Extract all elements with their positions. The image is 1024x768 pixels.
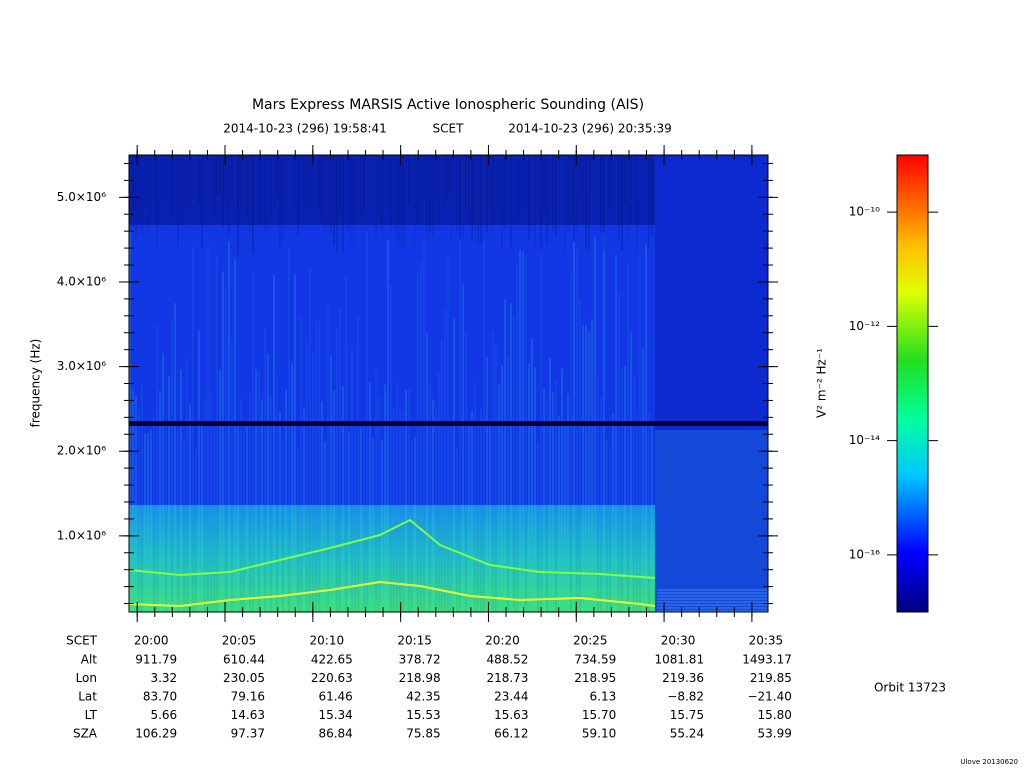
y-tick-label: 5.0×10⁶ — [57, 190, 106, 204]
ephemeris-value: 14.63 — [231, 708, 265, 722]
ephemeris-value: 83.70 — [143, 690, 177, 704]
x-tick-label: 20:05 — [222, 634, 257, 648]
ephemeris-value: 53.99 — [758, 727, 792, 741]
ephemeris-value: 106.29 — [135, 727, 177, 741]
ephemeris-value: 79.16 — [231, 690, 265, 704]
ephemeris-value: 75.85 — [406, 727, 440, 741]
subtitle: 2014-10-23 (296) 20:35:39 — [508, 122, 672, 136]
ephemeris-row-label: SZA — [73, 727, 98, 741]
ephemeris-row-label: Lat — [78, 690, 97, 704]
y-tick-label: 4.0×10⁶ — [57, 274, 106, 288]
ephemeris-row-label: Lon — [76, 671, 97, 685]
ephemeris-value: 1493.17 — [742, 653, 792, 667]
ephemeris-value: 15.53 — [406, 708, 440, 722]
spectrogram-trace — [128, 518, 656, 579]
ephemeris-value: 15.75 — [670, 708, 704, 722]
ephemeris-value: 97.37 — [231, 727, 265, 741]
ephemeris-value: 15.80 — [758, 708, 792, 722]
ephemeris-value: 86.84 — [318, 727, 352, 741]
ephemeris-value: −21.40 — [747, 690, 791, 704]
ephemeris-value: 911.79 — [135, 653, 177, 667]
colorbar-tick-label: 10⁻¹⁴ — [849, 433, 880, 447]
ephemeris-value: 734.59 — [574, 653, 616, 667]
ephemeris-value: 61.46 — [318, 690, 352, 704]
orbit-label: Orbit 13723 — [874, 681, 946, 695]
chart-title: Mars Express MARSIS Active Ionospheric S… — [252, 97, 644, 113]
ephemeris-row-label: SCET — [66, 634, 98, 648]
x-tick-label: 20:15 — [397, 634, 432, 648]
ephemeris-value: 15.63 — [494, 708, 528, 722]
ephemeris-value: 610.44 — [223, 653, 265, 667]
subtitle: 2014-10-23 (296) 19:58:41 — [223, 122, 387, 136]
y-axis-label: frequency (Hz) — [29, 339, 43, 428]
ephemeris-value: 15.70 — [582, 708, 616, 722]
ephemeris-value: 488.52 — [486, 653, 528, 667]
y-tick-label: 2.0×10⁶ — [57, 444, 106, 458]
ephemeris-value: −8.82 — [667, 690, 704, 704]
y-tick-label: 3.0×10⁶ — [57, 359, 106, 373]
ephemeris-value: 219.85 — [750, 671, 792, 685]
version-label: Ulove 20130620 — [960, 758, 1018, 766]
colorbar-tick-label: 10⁻¹² — [849, 319, 880, 333]
ephemeris-row-label: Alt — [81, 653, 98, 667]
ephemeris-value: 66.12 — [494, 727, 528, 741]
ephemeris-value: 23.44 — [494, 690, 528, 704]
spectrogram-background — [129, 505, 655, 612]
y-tick-label: 1.0×10⁶ — [57, 528, 106, 542]
ephemeris-value: 1081.81 — [654, 653, 704, 667]
ephemeris-value: 55.24 — [670, 727, 704, 741]
colorbar — [896, 154, 929, 613]
ephemeris-value: 6.13 — [590, 690, 617, 704]
ephemeris-value: 3.32 — [150, 671, 177, 685]
spectrogram — [128, 154, 769, 613]
ephemeris-value: 15.34 — [318, 708, 352, 722]
x-tick-label: 20:10 — [310, 634, 345, 648]
x-tick-label: 20:30 — [661, 634, 696, 648]
x-tick-label: 20:25 — [573, 634, 608, 648]
ephemeris-value: 218.73 — [486, 671, 528, 685]
ephemeris-value: 42.35 — [406, 690, 440, 704]
ephemeris-value: 218.98 — [399, 671, 441, 685]
colorbar-tick-label: 10⁻¹⁶ — [849, 547, 880, 561]
spectrogram-trace — [128, 580, 656, 608]
colorbar-tick-label: 10⁻¹⁰ — [849, 205, 880, 219]
spectrogram-background — [655, 155, 768, 430]
spectrogram-background — [655, 430, 768, 612]
ephemeris-value: 378.72 — [399, 653, 441, 667]
x-tick-label: 20:35 — [749, 634, 784, 648]
x-tick-label: 20:20 — [485, 634, 520, 648]
ephemeris-value: 59.10 — [582, 727, 616, 741]
ephemeris-value: 218.95 — [574, 671, 616, 685]
colorbar-label: V² m⁻² Hz⁻¹ — [815, 348, 829, 418]
ephemeris-value: 230.05 — [223, 671, 265, 685]
x-tick-label: 20:00 — [134, 634, 169, 648]
subtitle: SCET — [433, 122, 465, 136]
ephemeris-value: 220.63 — [311, 671, 353, 685]
ephemeris-value: 219.36 — [662, 671, 704, 685]
ephemeris-row-label: LT — [85, 708, 98, 722]
ephemeris-value: 422.65 — [311, 653, 353, 667]
ephemeris-value: 5.66 — [150, 708, 177, 722]
spectrogram-background — [129, 421, 768, 426]
